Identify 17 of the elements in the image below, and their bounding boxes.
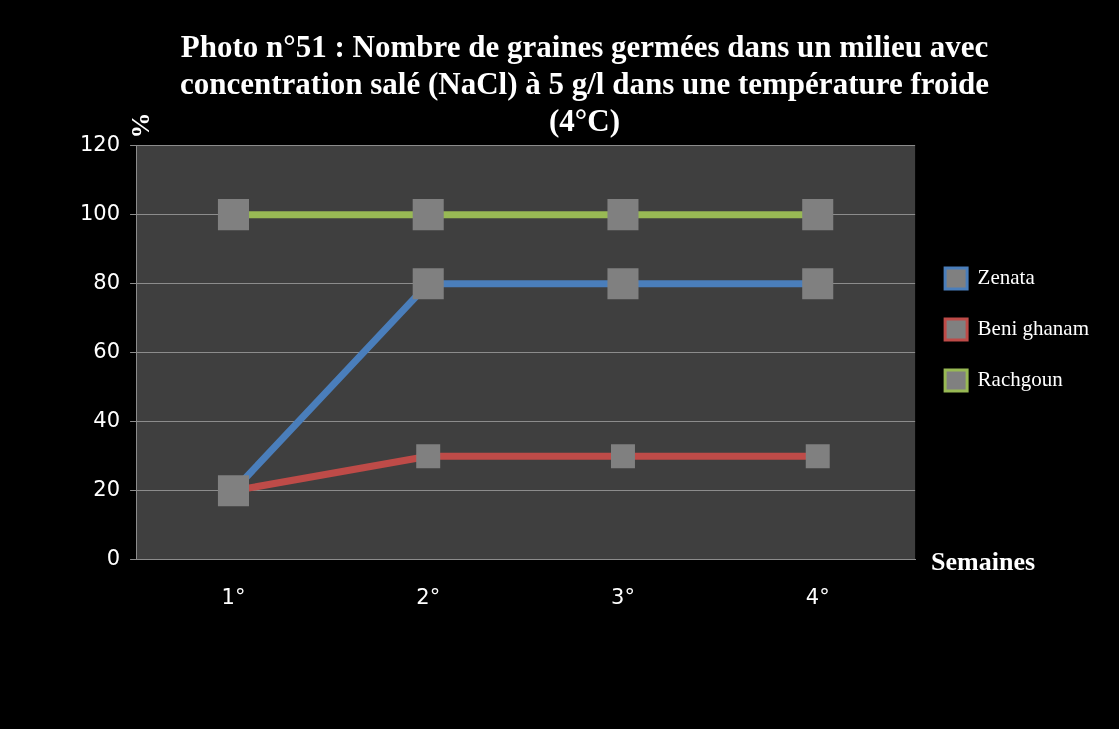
y-tick-label: 120 — [79, 132, 121, 157]
y-tick-label: 20 — [93, 477, 121, 502]
x-tick-label: 2° — [416, 584, 441, 609]
x-tick-label: 1° — [221, 584, 246, 609]
y-tick-label: 80 — [93, 270, 121, 295]
y-tick-label: 0 — [106, 546, 121, 571]
x-tick-label: 4° — [805, 584, 830, 609]
y-tick-label: 60 — [93, 339, 121, 364]
legend-label: Zenata — [977, 265, 1036, 290]
y-axis-title: % — [125, 112, 155, 139]
chart-title: Photo n°51 : Nombre de graines germées dans un milieu avec concentration salé (NaCl) à 5 g/l dans une température froide (4°C) — [179, 28, 990, 139]
legend-label: Beni ghanam — [977, 316, 1089, 341]
legend-label: Rachgoun — [977, 367, 1064, 392]
y-tick-label: 40 — [93, 408, 121, 433]
x-tick-label: 3° — [611, 584, 635, 609]
x-axis-title: Semaines — [931, 546, 1036, 576]
y-tick-label: 100 — [79, 201, 121, 226]
